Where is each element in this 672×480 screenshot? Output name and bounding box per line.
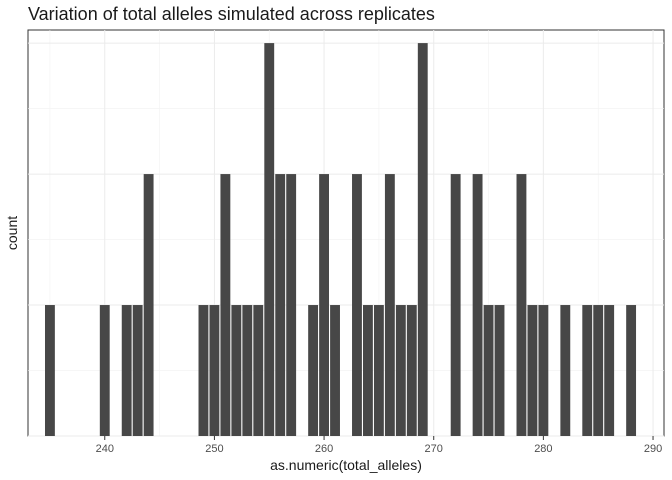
x-tick-label: 290 (644, 443, 662, 455)
histogram-bar (209, 305, 220, 436)
histogram-bar (516, 174, 527, 436)
histogram-bar (406, 305, 417, 436)
histogram-bar (242, 305, 253, 436)
histogram-bar (286, 174, 297, 436)
histogram-bar (527, 305, 538, 436)
histogram-bar (44, 305, 55, 436)
histogram-bar (582, 305, 593, 436)
histogram-bar (231, 305, 242, 436)
histogram-bar (319, 174, 330, 436)
histogram-bar (308, 305, 319, 436)
histogram-bar (352, 174, 362, 436)
bars (44, 43, 637, 437)
histogram-bar (626, 305, 637, 436)
histogram-bar (220, 174, 231, 436)
histogram-bar (494, 305, 505, 436)
x-axis-title: as.numeric(total_alleles) (270, 457, 422, 473)
x-tick-label: 280 (534, 443, 552, 455)
histogram-bar (330, 305, 340, 436)
histogram-bar (264, 43, 275, 437)
histogram-bar (275, 174, 286, 436)
x-axis: 240 250 260 270 280 290 (96, 436, 662, 455)
histogram-bar (132, 305, 143, 436)
histogram-bar (121, 305, 132, 436)
histogram-bar (395, 305, 406, 436)
histogram-bar (593, 305, 604, 436)
histogram-bar (417, 43, 428, 437)
histogram-bar (560, 305, 571, 436)
chart-title: Variation of total alleles simulated acr… (28, 4, 435, 24)
histogram-bar (604, 305, 615, 436)
histogram-bar (99, 305, 110, 436)
x-tick-label: 250 (205, 443, 223, 455)
histogram-bar (483, 305, 494, 436)
histogram-bar (538, 305, 549, 436)
histogram-bar (198, 305, 209, 436)
histogram-bar (253, 305, 264, 436)
x-tick-label: 260 (315, 443, 333, 455)
histogram-bar (450, 174, 461, 436)
histogram-bar (143, 174, 154, 436)
histogram-bar (384, 174, 395, 436)
x-tick-label: 270 (425, 443, 443, 455)
histogram-bar (472, 174, 483, 436)
histogram-bar (362, 305, 373, 436)
x-tick-label: 240 (96, 443, 114, 455)
y-axis-title: count (4, 216, 20, 250)
histogram-bar (373, 305, 384, 436)
